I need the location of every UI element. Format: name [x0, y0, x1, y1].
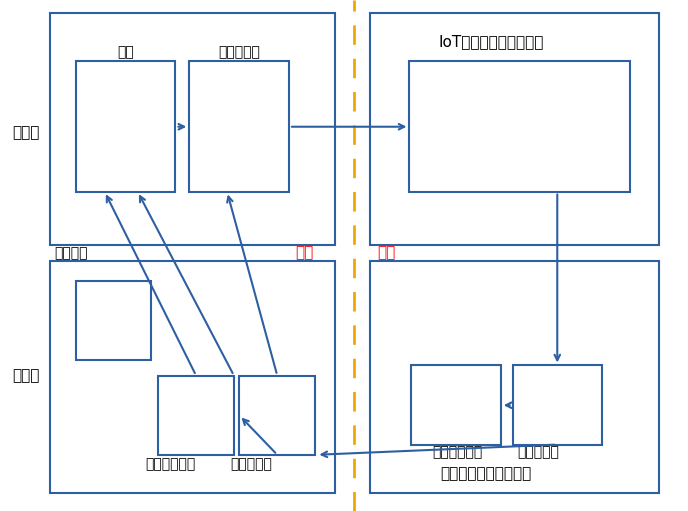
Text: ユーザ: ユーザ: [12, 125, 39, 141]
Bar: [50, 261, 335, 493]
Bar: [370, 261, 659, 493]
Text: データ分析: データ分析: [517, 445, 559, 459]
Text: IoTプラットフォーマー: IoTプラットフォーマー: [439, 34, 544, 50]
Text: 未来: 未来: [378, 245, 396, 261]
Text: サービス提供: サービス提供: [432, 445, 482, 459]
Bar: [513, 365, 602, 445]
Bar: [370, 13, 659, 245]
Text: 現在: 現在: [296, 245, 314, 261]
Bar: [239, 376, 315, 455]
Text: データ収集: データ収集: [219, 45, 260, 60]
Bar: [50, 13, 335, 245]
Bar: [409, 61, 630, 192]
Text: 製品供給: 製品供給: [54, 246, 87, 260]
Text: 使用: 使用: [118, 45, 134, 60]
Text: メーカ: メーカ: [12, 368, 39, 383]
Bar: [158, 376, 234, 455]
Text: サービス提供: サービス提供: [145, 457, 196, 471]
Bar: [189, 61, 289, 192]
Bar: [411, 365, 501, 445]
Bar: [76, 281, 151, 360]
Bar: [76, 61, 175, 192]
Text: データ分析: データ分析: [230, 457, 272, 471]
Text: サービスプロバイダー: サービスプロバイダー: [440, 466, 532, 481]
